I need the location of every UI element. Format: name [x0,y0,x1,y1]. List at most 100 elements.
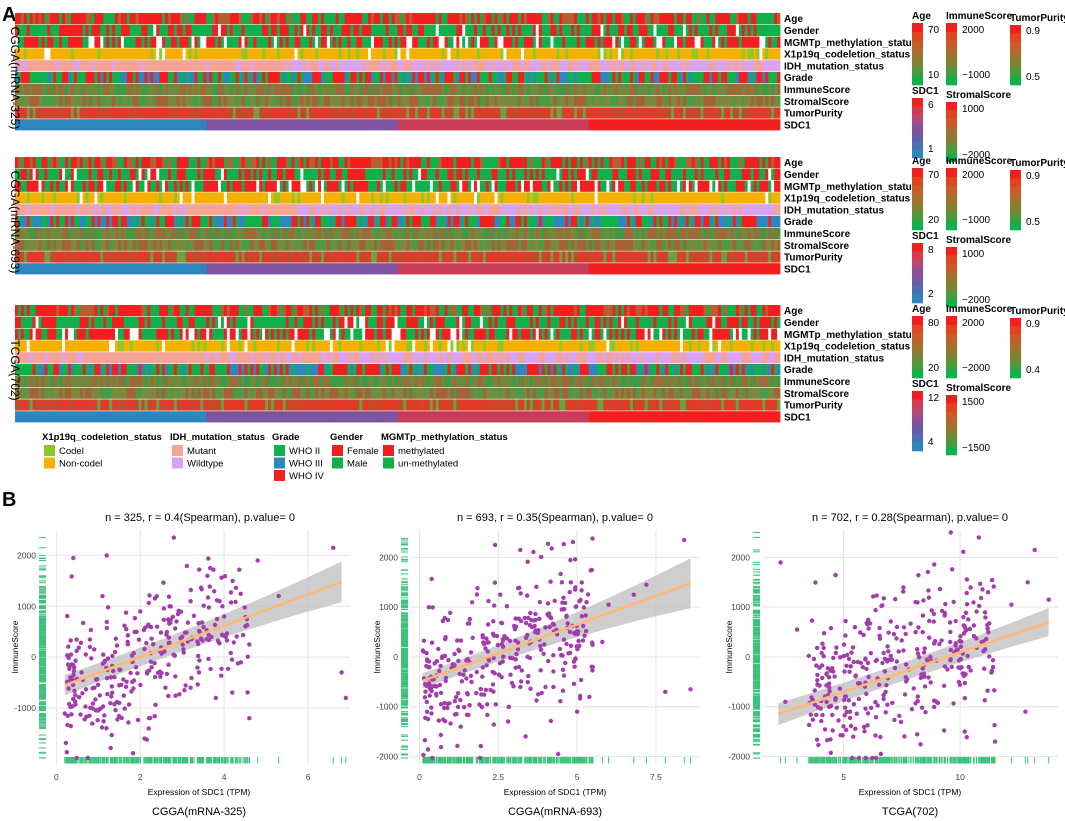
legend-swatch [332,445,343,456]
data-point [514,651,519,657]
sdc1-scale-min: 4 [928,437,934,448]
data-point [197,567,202,572]
data-point [71,555,76,561]
data-point [162,649,167,654]
sdc1-scale-bar [912,98,923,159]
data-point [814,712,819,718]
data-point [948,658,953,663]
stromal-scale-title: StromalScore [946,90,1011,101]
data-point [892,665,898,671]
data-point [814,663,819,668]
data-point [986,630,991,635]
data-point [852,625,858,630]
legend-label: Male [347,459,368,470]
data-point [941,683,947,688]
data-point [509,680,515,686]
data-point [574,644,579,649]
data-point [438,745,444,750]
data-point [830,666,835,671]
data-point [245,622,250,628]
data-point [842,705,848,710]
data-point [565,621,570,626]
data-point [881,650,886,656]
data-point [173,626,178,631]
data-point [865,660,871,666]
purity-scale-title: TumorPurity [1010,306,1065,317]
data-point [915,694,920,699]
data-point [214,616,220,622]
data-point [467,616,472,622]
data-point [523,635,529,640]
x-tick-label: 2.5 [492,772,504,782]
data-point [188,599,193,604]
heatmap-row-label: StromalScore [784,389,849,400]
data-point [178,636,183,641]
data-point [902,692,908,697]
data-point [543,684,548,690]
data-point [206,632,211,638]
data-point [429,576,434,582]
scatter-caption: TCGA(702) [882,806,938,818]
data-point [581,605,587,610]
data-point [124,627,129,632]
data-point [123,684,129,689]
data-point [85,755,91,761]
data-point [819,718,824,724]
heatmap-row-SDC1 [15,263,781,275]
cohort-label: TCGA(702) [8,339,22,400]
data-point [124,679,129,684]
data-point [498,592,503,597]
data-point [567,590,572,595]
y-axis-label: ImmuneScore [372,620,382,673]
data-point [114,643,120,648]
data-point [814,737,820,742]
data-point [171,652,176,657]
data-point [1025,580,1030,585]
age-scale-max: 70 [928,25,940,36]
data-point [518,547,523,553]
data-point [820,712,825,718]
legend-title: Grade [272,432,299,443]
data-point [828,737,833,742]
data-point [945,667,950,672]
data-point [557,646,563,652]
data-point [533,617,538,623]
data-point [425,747,431,752]
data-point [564,613,569,618]
data-point [461,672,466,677]
data-point [536,692,541,697]
data-point [525,680,530,685]
data-point [421,752,426,758]
immune-scale-min: −1000 [962,215,991,226]
data-point [572,664,577,669]
purity-scale-max: 0.9 [1026,171,1040,182]
data-point [932,562,937,567]
heatmap-row-X1p19q_codeletion_status [15,340,781,352]
x-tick-label: 5 [841,772,846,782]
data-point [175,611,181,617]
data-point [874,657,879,663]
heatmap-row-Age [15,13,781,25]
data-point [560,600,565,605]
data-point [864,620,869,626]
data-point [588,568,593,573]
data-point [860,665,865,670]
data-point [468,673,474,678]
data-point [551,653,556,658]
data-point [131,678,137,683]
data-point [132,616,138,621]
heatmap-row-label: StromalScore [784,97,849,108]
immune-scale-bar [946,316,957,379]
data-point [962,696,967,701]
panel-label-b: B [2,489,16,511]
data-point [539,554,544,560]
data-point [492,580,498,585]
scatter-panel: n = 325, r = 0.4(Spearman), p.value= 0 -1… [10,512,1058,818]
sdc1-scale-max: 6 [928,100,934,111]
data-point [234,634,239,639]
data-point [228,590,234,595]
data-point [238,591,243,596]
heatmap-block-2: AgeGenderMGMTp_methylation_statusX1p19q_… [8,157,918,275]
data-point [423,689,428,694]
data-point [547,624,552,630]
